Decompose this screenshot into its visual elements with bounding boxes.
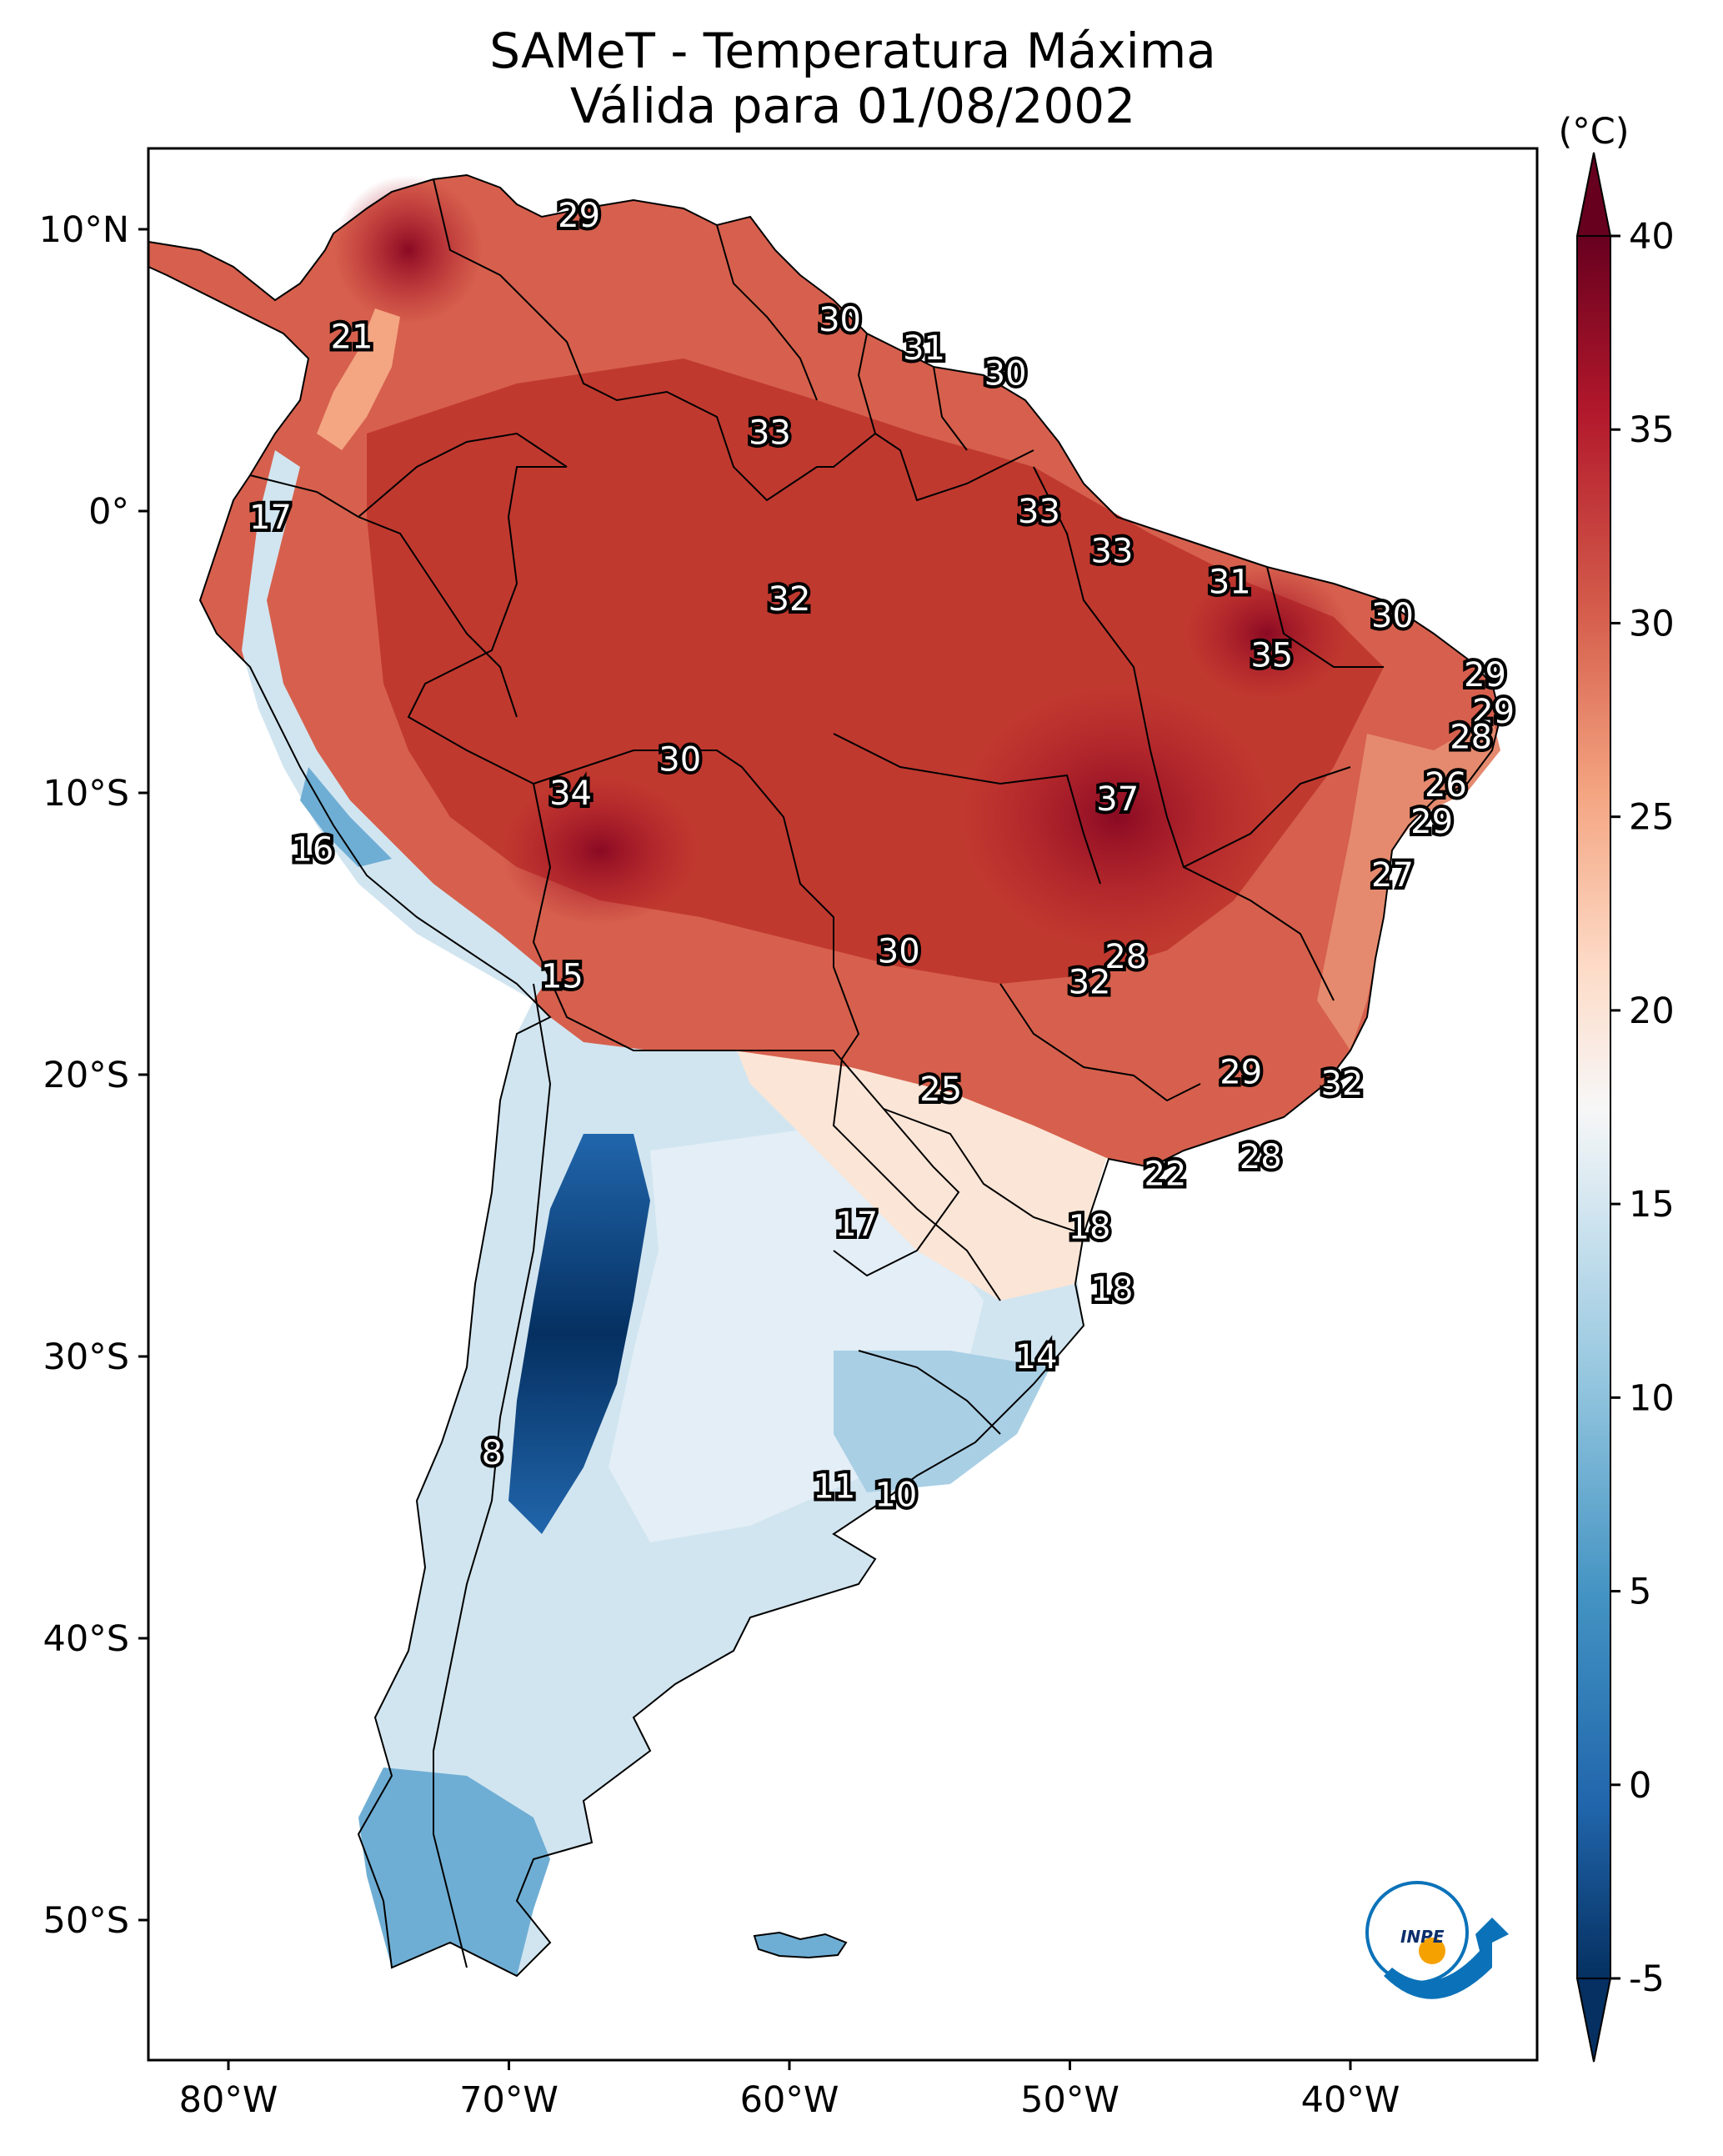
station-temperature-label: 8 (482, 1434, 503, 1472)
colorbar-tick-label: 5 (1629, 1572, 1651, 1613)
colorbar-ticks: 40 35 30 25 20 15 10 5 0 -5 (1610, 216, 1675, 2000)
station-temperature-label: 31 (903, 329, 945, 368)
colorbar-tick-label: 0 (1629, 1765, 1651, 1807)
station-temperature-label: 31 (1209, 564, 1251, 602)
station-temperature-label: 29 (1472, 693, 1515, 731)
hot-core-northeast (1184, 567, 1350, 700)
lat-tick-label: 40°S (43, 1618, 129, 1660)
station-temperature-label: 30 (878, 932, 920, 970)
colorbar: (°C) 40 35 30 25 20 15 10 5 0 -5 (1558, 111, 1675, 2063)
map-subtitle: Válida para 01/08/2002 (569, 78, 1136, 134)
station-temperature-label: 30 (984, 354, 1027, 393)
lat-tick-label: 10°N (39, 209, 129, 251)
station-temperature-label: 22 (1144, 1155, 1186, 1193)
andes-cold-band (508, 1134, 650, 1534)
station-temperature-label: 32 (1069, 963, 1111, 1001)
colorbar-tick-label: 30 (1629, 603, 1675, 644)
transition-region (734, 1042, 1109, 1301)
andes-north-cool (242, 450, 550, 1000)
lon-tick-label: 50°W (1020, 2079, 1119, 2121)
station-temperature-label: 33 (1018, 493, 1060, 531)
hot-core-colombia (333, 175, 483, 325)
station-temperature-label: 10 (874, 1477, 917, 1515)
station-temperature-label: 33 (749, 414, 791, 452)
hot-core-bolivia (500, 775, 700, 925)
station-temperature-label: 28 (1240, 1138, 1282, 1176)
lon-tick-label: 40°W (1301, 2079, 1400, 2121)
station-temperature-label: 11 (813, 1467, 855, 1506)
hot-core-central-brazil (959, 684, 1275, 950)
lon-tick-label: 70°W (459, 2079, 558, 2121)
colorbar-gradient (1576, 235, 1611, 1979)
station-temperature-label: 26 (1425, 766, 1467, 805)
colorbar-tick-label: -5 (1629, 1958, 1665, 2000)
map-frame (147, 147, 1539, 2062)
station-temperature-label: 35 (1250, 636, 1293, 674)
station-temperature-label: 30 (819, 301, 861, 339)
station-temperature-label: 29 (1464, 656, 1506, 694)
lon-tick-label: 80°W (179, 2079, 278, 2121)
station-temperature-label: 32 (1320, 1065, 1363, 1103)
lat-tick-label: 10°S (43, 773, 129, 815)
map-data-layer (148, 175, 1500, 1976)
station-temperature-label: 29 (1220, 1054, 1262, 1092)
patagonia-region (358, 1767, 550, 1976)
station-temperature-label: 34 (549, 775, 592, 813)
colorbar-tick-label: 25 (1629, 797, 1675, 839)
colorbar-tick-label: 20 (1629, 990, 1675, 1032)
station-temperature-label: 29 (1410, 803, 1453, 841)
station-temperature-label: 21 (331, 318, 373, 356)
longitude-axis: 80°W 70°W 60°W 50°W 40°W (179, 2060, 1400, 2121)
northeast-coast (1317, 717, 1500, 1050)
inpe-logo: INPE (1365, 1881, 1509, 1999)
station-temperature-label: 29 (558, 197, 600, 235)
falkland-islands (753, 1931, 848, 1959)
lat-tick-label: 50°S (43, 1900, 129, 1942)
station-temperature-label: 17 (249, 499, 292, 537)
station-temperature-label: 32 (769, 580, 811, 619)
station-temperature-label: 18 (1091, 1271, 1134, 1309)
uruguay-region (834, 1351, 1050, 1492)
lat-tick-label: 0° (88, 491, 129, 533)
colorbar-min-extension (1575, 1978, 1612, 2063)
colombia-highlands (317, 308, 400, 450)
colorbar-tick-label: 10 (1629, 1377, 1675, 1419)
station-temperature-label: 30 (659, 740, 701, 779)
country-borders (148, 173, 1502, 1978)
station-temperature-label: 28 (1450, 718, 1492, 756)
lat-tick-label: 30°S (43, 1336, 129, 1378)
station-temperature-label: 14 (1015, 1338, 1058, 1376)
station-temperature-label: 37 (1096, 780, 1139, 819)
lat-tick-label: 20°S (43, 1055, 129, 1096)
map-title: SAMeT - Temperatura Máxima (489, 23, 1216, 79)
lon-tick-label: 60°W (740, 2079, 839, 2121)
latitude-axis: 10°N 0° 10°S 20°S 30°S 40°S 50°S (39, 209, 148, 1942)
station-temperature-label: 16 (291, 831, 333, 870)
station-temperature-label: 30 (1371, 597, 1414, 635)
station-temperature-label: 27 (1371, 856, 1414, 895)
logo-arrow-icon (1384, 1918, 1509, 1999)
colorbar-tick-label: 40 (1629, 216, 1675, 258)
station-temperature-label: 33 (1091, 532, 1134, 570)
colorbar-unit: (°C) (1558, 111, 1629, 153)
station-temperature-label: 17 (835, 1206, 878, 1244)
andes-peru-cold (300, 767, 392, 867)
station-temperature-label: 15 (541, 958, 584, 996)
logo-sun-icon (1419, 1938, 1445, 1964)
colorbar-tick-label: 35 (1629, 409, 1675, 451)
station-temperature-label: 25 (919, 1070, 962, 1109)
station-temperature-label: 18 (1069, 1209, 1111, 1247)
colorbar-max-extension (1575, 152, 1612, 237)
logo-text: INPE (1400, 1927, 1445, 1947)
colorbar-tick-label: 15 (1629, 1184, 1675, 1226)
station-temperature-label: 28 (1104, 938, 1147, 976)
